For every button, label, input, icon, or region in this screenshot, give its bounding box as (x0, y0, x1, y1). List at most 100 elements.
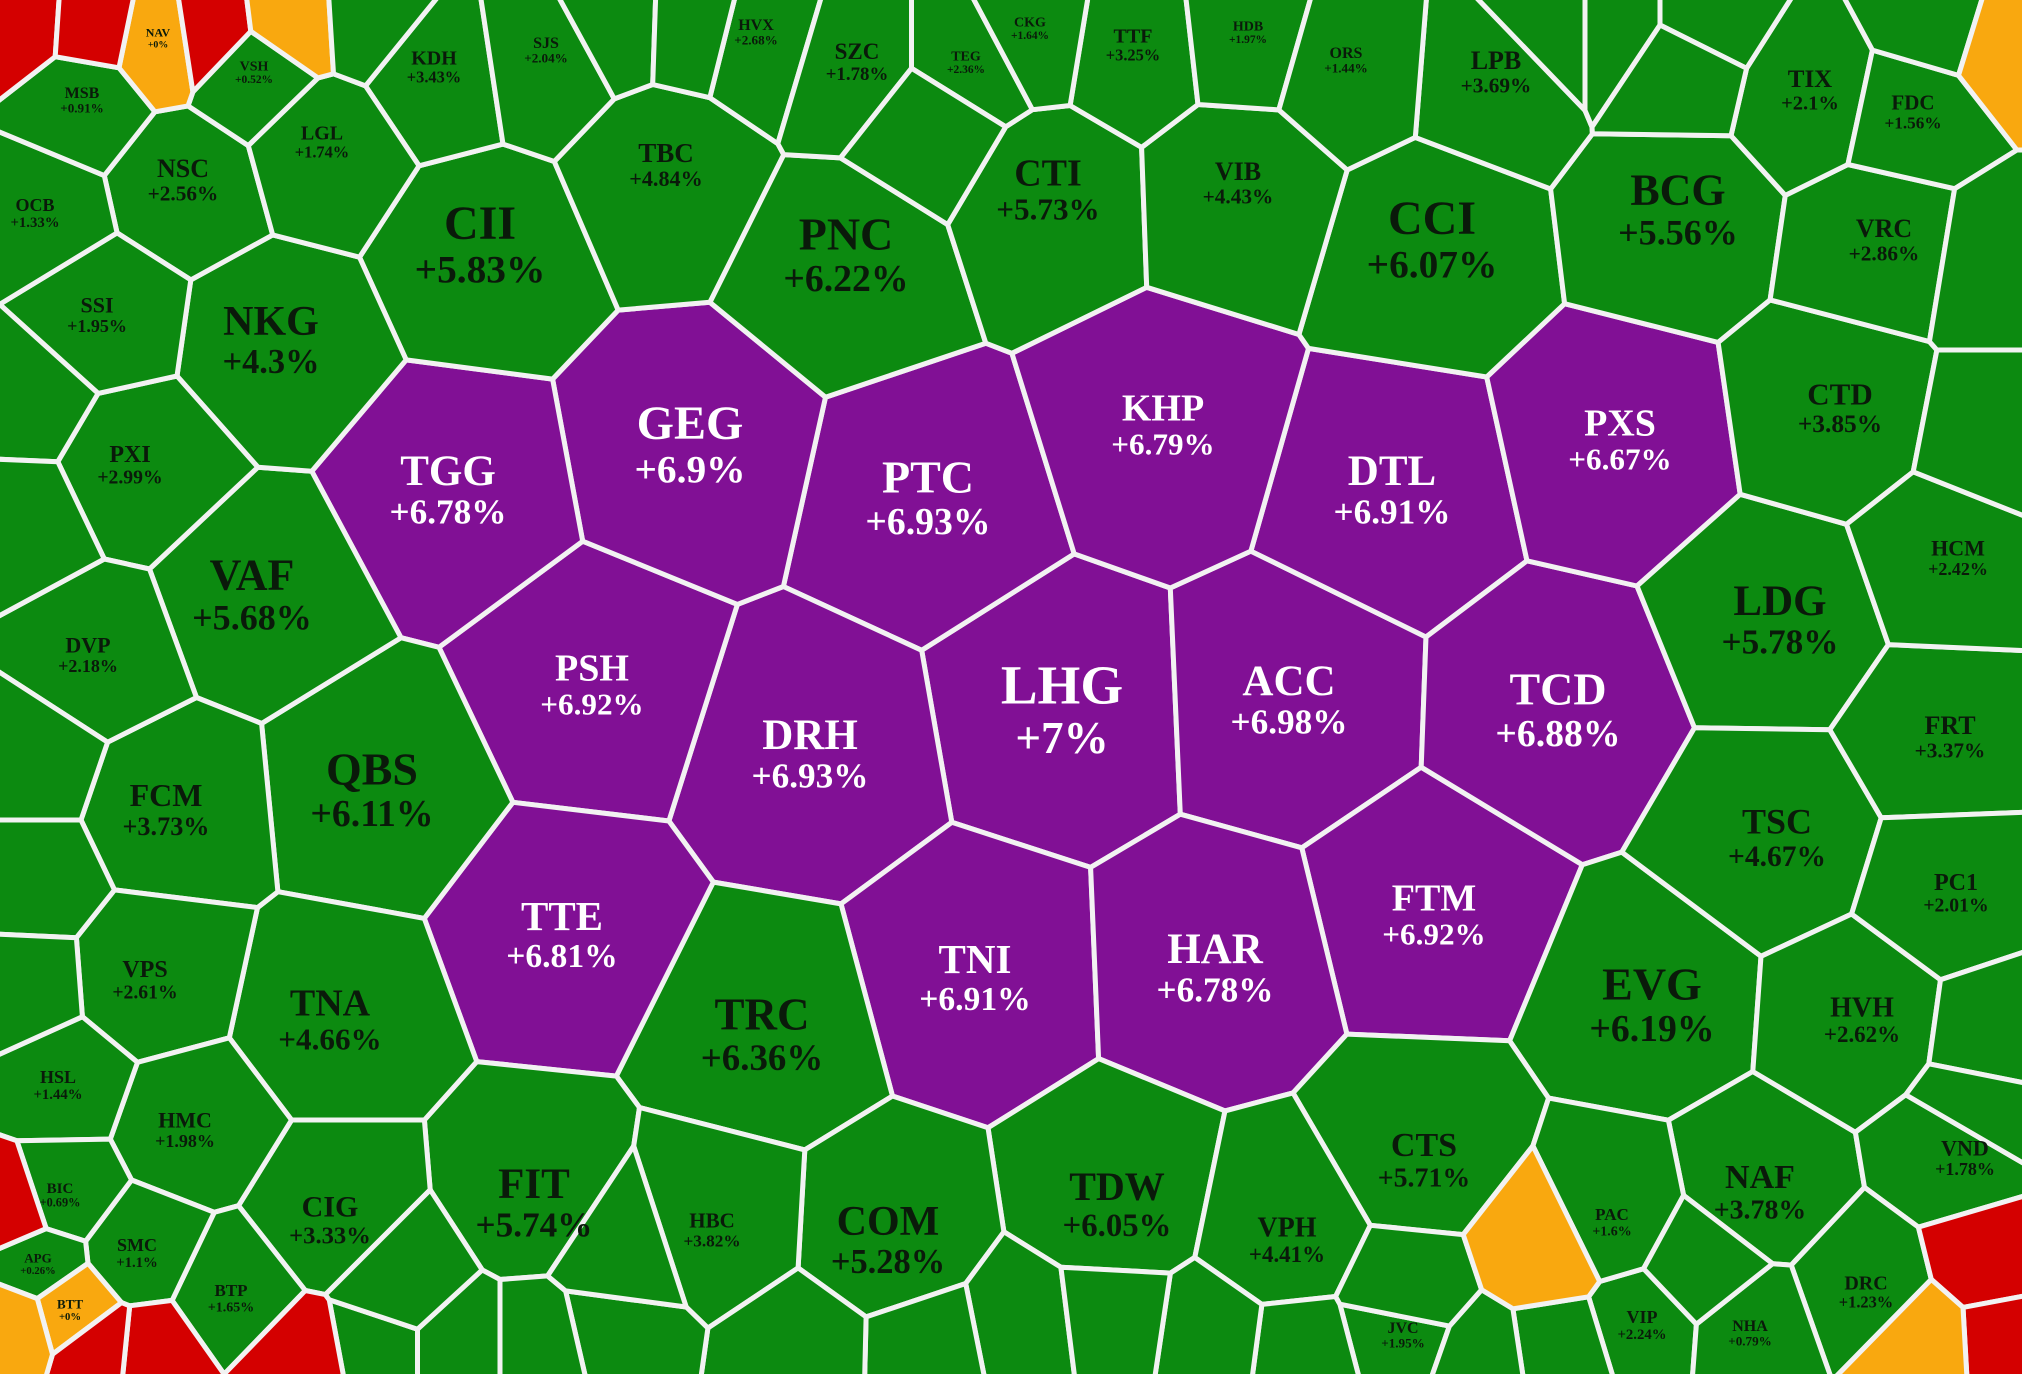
ticker-code: APG (24, 1250, 51, 1265)
ticker-code: TBC (638, 138, 694, 168)
ticker-change: +6.92% (1382, 917, 1485, 952)
ticker-change: +2.24% (1618, 1327, 1667, 1343)
ticker-change: +0.26% (20, 1266, 55, 1277)
cell-unlabeled (1058, 1264, 1173, 1374)
ticker-change: +6.19% (1589, 1008, 1714, 1050)
ticker-change: +4.67% (1728, 841, 1826, 873)
ticker-change: +2.1% (1781, 93, 1839, 115)
ticker-code: FRT (1924, 711, 1975, 740)
ticker-change: +1.95% (67, 316, 127, 336)
ticker-code: PTC (882, 451, 974, 502)
ticker-change: +1.97% (1229, 34, 1267, 46)
ticker-change: +2.04% (524, 50, 568, 65)
ticker-change: +5.73% (996, 192, 1099, 227)
ticker-code: HVH (1830, 993, 1894, 1024)
ticker-change: +1.44% (1324, 60, 1368, 75)
cell-unlabeled (1250, 1294, 1361, 1374)
ticker-change: +1.64% (1011, 30, 1049, 42)
ticker-code: TTE (521, 893, 603, 939)
ticker-change: +1.56% (1884, 113, 1941, 132)
cell-pc1[interactable] (1849, 809, 2022, 983)
ticker-change: +4.84% (629, 166, 702, 191)
ticker-change: +5.28% (831, 1243, 945, 1281)
ticker-code: VSH (240, 59, 269, 74)
ticker-change: +6.67% (1568, 442, 1671, 477)
ticker-code: VIP (1627, 1307, 1658, 1327)
ticker-code: KDH (411, 48, 457, 70)
ticker-change: +1.95% (1381, 1335, 1425, 1350)
ticker-change: +3.43% (407, 68, 461, 87)
ticker-change: +4.43% (1203, 184, 1274, 208)
ticker-code: NSC (157, 154, 209, 183)
ticker-change: +2.56% (148, 181, 219, 205)
ticker-code: TDW (1069, 1164, 1165, 1209)
ticker-code: VIB (1215, 157, 1261, 186)
ticker-change: +0% (148, 39, 168, 50)
ticker-code: VRC (1856, 214, 1912, 243)
ticker-code: HCM (1931, 535, 1985, 560)
ticker-change: +2.01% (1923, 895, 1988, 917)
cell-unlabeled (1152, 1254, 1265, 1374)
ticker-change: +5.68% (192, 597, 312, 637)
ticker-code: HSL (40, 1067, 76, 1087)
ticker-code: PXI (109, 442, 150, 468)
ticker-change: +1.6% (1592, 1224, 1631, 1239)
ticker-change: +3.78% (1714, 1195, 1807, 1226)
cell-unlabeled (44, 1300, 133, 1374)
ticker-code: VND (1941, 1135, 1989, 1160)
ticker-change: +6.07% (1367, 242, 1498, 286)
ticker-change: +1.44% (34, 1087, 83, 1103)
cell-unlabeled (1956, 0, 2022, 153)
ticker-change: +2.62% (1824, 1022, 1900, 1047)
ticker-change: +6.78% (389, 493, 506, 532)
ticker-change: +5.56% (1618, 212, 1738, 252)
cell-unlabeled (1589, 22, 1750, 139)
ticker-code: FTM (1392, 877, 1476, 919)
ticker-code: CIG (302, 1190, 359, 1223)
ticker-change: +2.36% (947, 64, 985, 76)
ticker-code: CKG (1014, 15, 1046, 30)
ticker-code: TGG (400, 448, 496, 495)
ticker-change: +0% (59, 1312, 81, 1323)
ticker-code: FCM (130, 777, 203, 813)
ticker-code: GEG (637, 397, 744, 450)
cell-unlabeled (120, 1297, 227, 1374)
ticker-code: OCB (15, 195, 54, 215)
ticker-change: +6.36% (701, 1037, 823, 1078)
ticker-change: +3.85% (1798, 410, 1882, 438)
ticker-code: LDG (1733, 578, 1826, 625)
ticker-change: +3.69% (1461, 73, 1532, 97)
ticker-code: SSI (80, 292, 113, 317)
ticker-code: FIT (498, 1161, 570, 1208)
ticker-code: KHP (1122, 387, 1204, 429)
ticker-change: +6.22% (783, 258, 908, 300)
ticker-change: +3.33% (289, 1222, 371, 1249)
ticker-change: +1.23% (1839, 1293, 1893, 1312)
cell-unlabeled (1835, 1276, 1970, 1374)
ticker-change: +3.73% (122, 812, 209, 841)
cell-unlabeled (0, 301, 101, 465)
ticker-code: CTS (1391, 1127, 1457, 1164)
ticker-code: DVP (65, 632, 110, 657)
ticker-code: TSC (1742, 802, 1812, 842)
heatmap-labels: LHG+7%ACC+6.98%PTC+6.93%DRH+6.93%PSH+6.9… (11, 15, 1995, 1350)
ticker-change: +1.65% (208, 1300, 254, 1315)
cell-unlabeled (1641, 1192, 1776, 1327)
cell-ckg[interactable] (969, 0, 1091, 113)
cell-unlabeled (545, 1143, 689, 1310)
ticker-code: HVX (738, 17, 774, 34)
ticker-code: VPS (122, 957, 167, 983)
ticker-change: +1.33% (11, 215, 60, 231)
cell-unlabeled (1903, 1061, 2022, 1166)
ticker-code: VPH (1257, 1213, 1316, 1244)
ticker-code: VAF (210, 551, 295, 600)
ticker-code: CCI (1388, 192, 1476, 245)
cell-ors[interactable] (1276, 0, 1429, 173)
ticker-change: +6.11% (310, 793, 433, 835)
ticker-change: +2.86% (1849, 241, 1920, 265)
cell-unlabeled (497, 1273, 588, 1374)
ticker-change: +1.1% (116, 1255, 158, 1271)
cell-unlabeled (326, 0, 439, 89)
ticker-change: +6.92% (540, 687, 643, 722)
ticker-change: +0.69% (40, 1196, 81, 1210)
